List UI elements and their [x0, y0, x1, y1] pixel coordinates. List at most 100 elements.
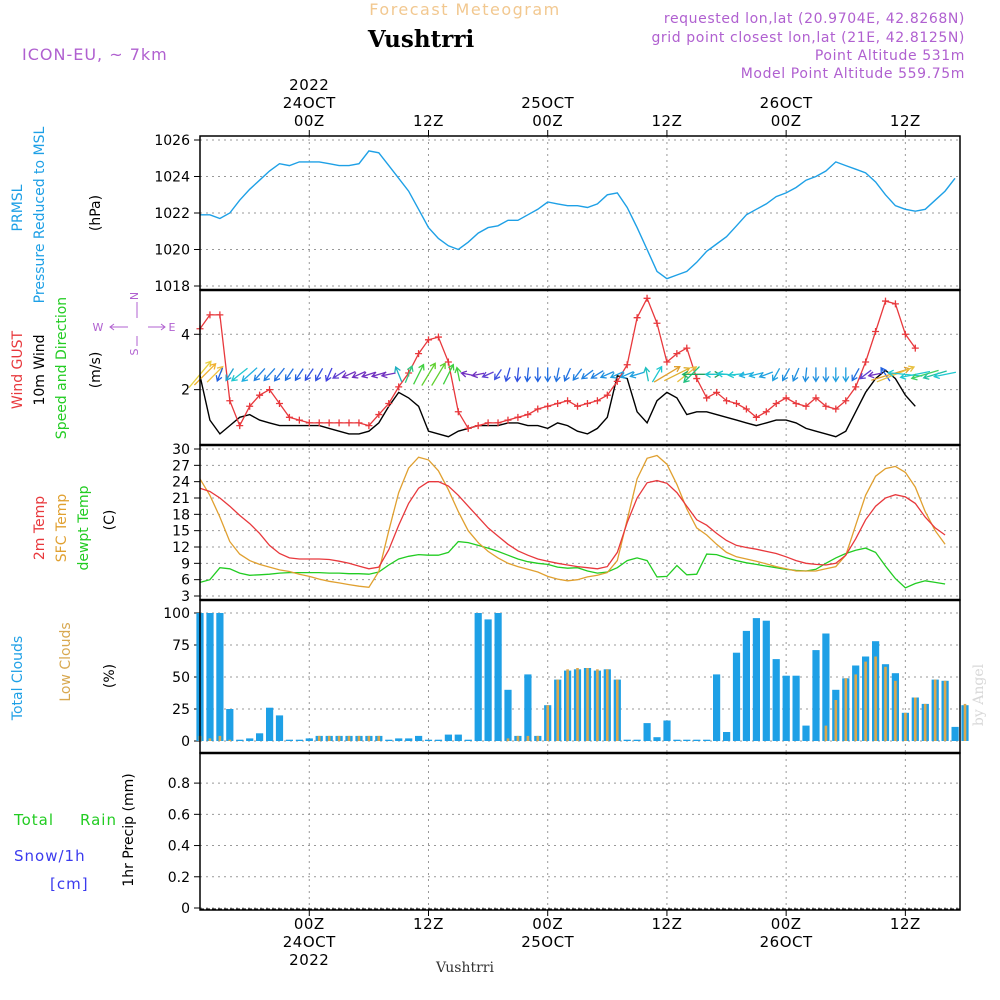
- bottom-time-label: 12Z: [890, 915, 921, 933]
- precip-ytick-label: 0: [181, 901, 190, 917]
- model-label: ICON-EU, ~ 7km: [22, 45, 168, 64]
- gust-marker: [901, 330, 909, 338]
- gust-marker: [216, 311, 224, 319]
- top-time-label: 2022: [289, 76, 329, 94]
- total-cloud-bar: [494, 613, 502, 741]
- wind-direction-arrow: [791, 367, 800, 382]
- pressure-label-msl: Pressure Reduced to MSL: [32, 126, 48, 303]
- wind-direction-arrow: [215, 367, 224, 383]
- total-cloud-bar: [762, 620, 770, 741]
- low-cloud-bar: [566, 669, 569, 741]
- temp-label-sfc: SFC Temp: [54, 494, 70, 563]
- precip-side-labels: Total Rain Snow/1h [cm] 1hr Precip (mm): [13, 773, 137, 893]
- cloud-label-total: Total Clouds: [10, 636, 26, 721]
- gust-marker: [911, 344, 919, 352]
- top-time-label: 00Z: [532, 112, 563, 130]
- wind-direction-arrow: [304, 368, 314, 382]
- top-time-label: 00Z: [294, 112, 325, 130]
- total-cloud-bar: [663, 720, 671, 741]
- total-cloud-bar: [732, 652, 741, 741]
- total-cloud-bar: [295, 739, 303, 741]
- gust-marker: [266, 386, 274, 394]
- wind-direction-arrow: [341, 371, 356, 379]
- gust-marker: [385, 399, 393, 407]
- wind-direction-arrow: [771, 367, 781, 382]
- bottom-time-label: 24OCT: [283, 933, 336, 951]
- wind-direction-arrow: [563, 367, 571, 382]
- total-cloud-bar: [285, 739, 293, 741]
- temperature-ytick-label: 30: [172, 442, 190, 458]
- wind-direction-arrow: [933, 371, 957, 380]
- precip-unit: 1hr Precip (mm): [121, 773, 137, 886]
- temperature-ytick-label: 27: [172, 458, 190, 474]
- wind-direction-arrow: [832, 367, 840, 383]
- low-cloud-bar: [337, 735, 341, 741]
- total-cloud-bar: [524, 674, 532, 741]
- gust-marker: [355, 419, 363, 427]
- top-time-label: 12Z: [651, 112, 682, 130]
- top-time-label: 25OCT: [521, 94, 574, 112]
- gust-marker: [236, 422, 244, 430]
- pressure-side-labels: PRMSL Pressure Reduced to MSL (hPa): [10, 126, 104, 303]
- gust-marker: [842, 397, 850, 405]
- gust-marker: [872, 328, 880, 336]
- gust-marker: [444, 358, 452, 366]
- gust-marker: [742, 405, 750, 413]
- total-cloud-bar: [246, 738, 254, 741]
- top-time-label: 26OCT: [760, 94, 813, 112]
- wind-direction-arrow: [471, 371, 485, 379]
- bottom-time-label: 00Z: [771, 915, 802, 933]
- gust-marker: [852, 383, 860, 391]
- cloud-unit: (%): [102, 664, 118, 688]
- total-cloud-bar: [812, 650, 820, 741]
- wind-direction-arrow: [241, 367, 258, 382]
- low-cloud-bar: [516, 735, 520, 741]
- gust-marker: [524, 411, 532, 419]
- wind-direction-arrow: [294, 368, 304, 382]
- total-cloud-bar: [683, 739, 691, 741]
- precip-label-cm: [cm]: [50, 875, 89, 893]
- total-cloud-bar: [822, 633, 830, 741]
- gust-marker: [345, 419, 353, 427]
- dewpoint-line: [199, 540, 946, 589]
- low-cloud-bar: [536, 735, 540, 741]
- wind-direction-arrow: [619, 371, 634, 379]
- wind-direction-arrow: [867, 371, 883, 379]
- gust-marker: [325, 419, 333, 427]
- wind-direction-arrow: [284, 368, 294, 382]
- pressure-label-prmsl: PRMSL: [10, 184, 26, 231]
- pressure-ytick-label: 1022: [154, 206, 190, 222]
- low-cloud-bar: [606, 669, 609, 741]
- wind-direction-arrow: [193, 362, 217, 386]
- wind-direction-arrow: [781, 367, 791, 382]
- gust-marker: [434, 333, 442, 341]
- wind-direction-arrow: [370, 371, 386, 379]
- bottom-time-label: 12Z: [651, 915, 682, 933]
- low-cloud-bar: [904, 712, 907, 741]
- clouds-ytick-label: 50: [172, 670, 190, 686]
- wind-direction-arrow: [263, 367, 276, 382]
- pressure-line: [200, 150, 956, 280]
- low-cloud-bar: [864, 661, 867, 741]
- sfc-temp-line: [199, 454, 946, 588]
- footer-location: Vushtrri: [435, 960, 494, 976]
- total-cloud-bar: [415, 735, 423, 741]
- clouds-ytick-label: 0: [181, 734, 190, 750]
- total-cloud-bar: [424, 739, 433, 741]
- total-cloud-bar: [464, 739, 472, 741]
- wind-direction-arrow: [404, 364, 414, 384]
- gust-marker: [643, 294, 651, 302]
- gust-marker: [633, 314, 641, 322]
- temperature-ytick-label: 24: [172, 475, 190, 491]
- wind-direction-arrow: [876, 365, 916, 383]
- total-cloud-bar: [951, 726, 959, 741]
- total-cloud-bar: [266, 707, 274, 741]
- gust-marker: [593, 397, 601, 405]
- total-cloud-bar: [703, 739, 711, 741]
- low-cloud-bar: [208, 738, 212, 741]
- gust-marker: [683, 344, 691, 352]
- low-cloud-bar: [317, 735, 321, 741]
- low-cloud-bar: [854, 674, 857, 741]
- bottom-time-label: 25OCT: [521, 933, 574, 951]
